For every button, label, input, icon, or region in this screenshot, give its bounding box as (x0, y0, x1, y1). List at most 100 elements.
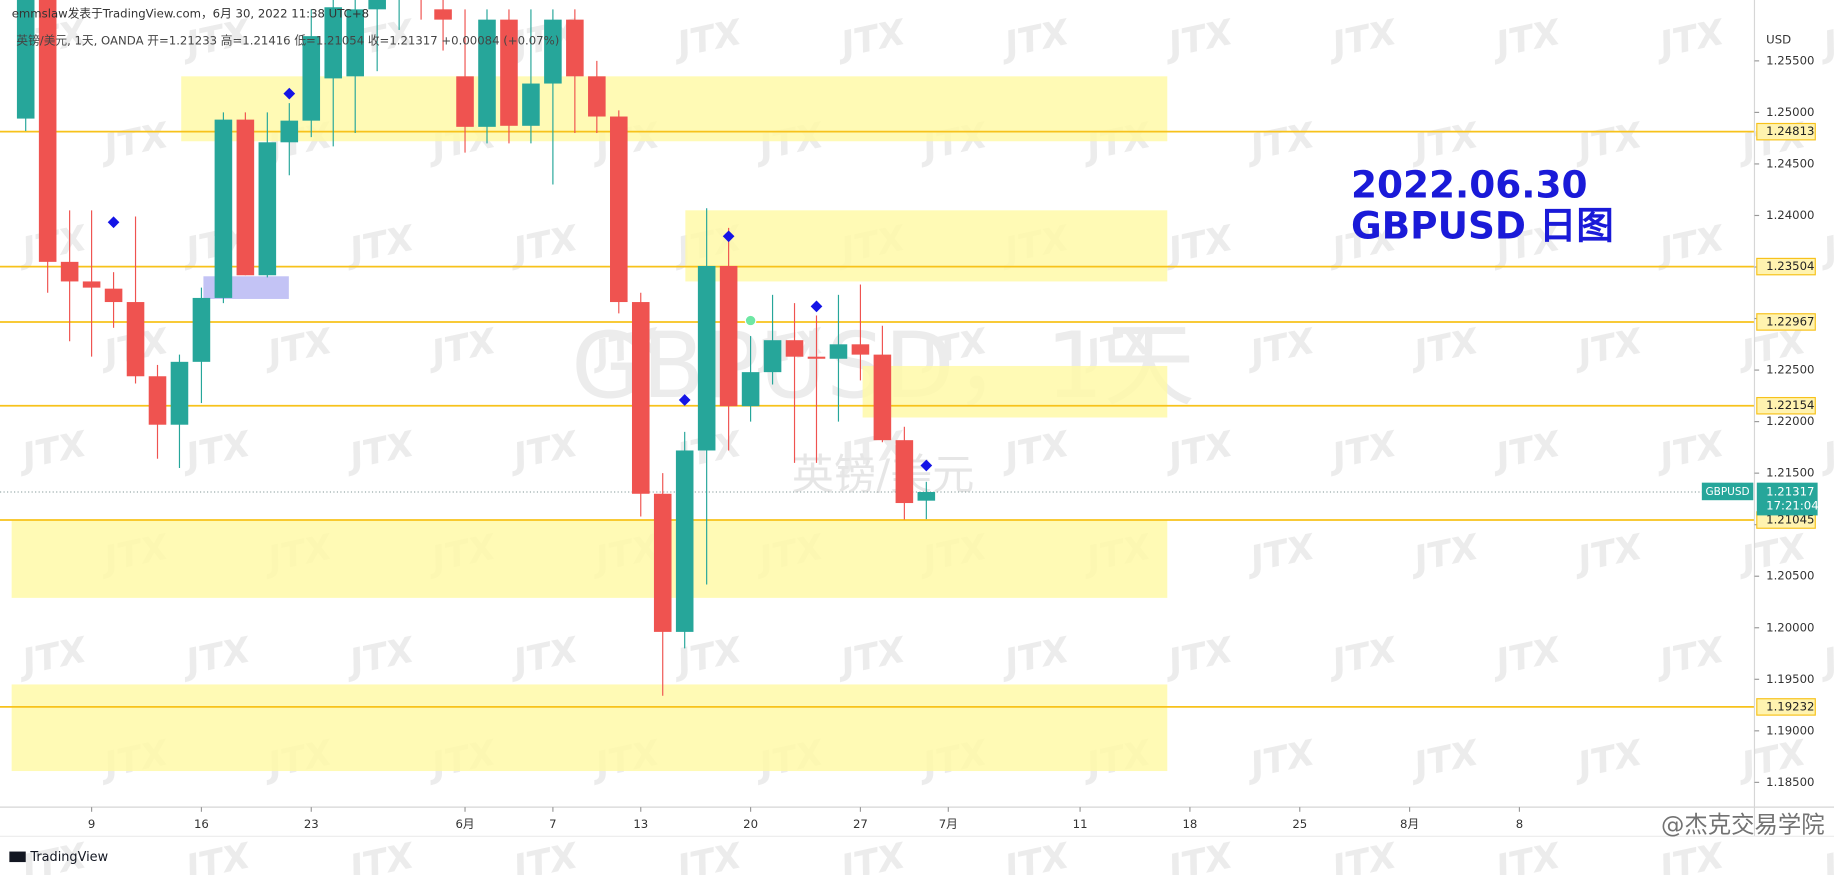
candle-body (368, 0, 386, 10)
signal-diamond (810, 300, 823, 313)
x-tick-label: 7 (549, 817, 556, 831)
candle-body (697, 265, 716, 451)
level-label-box (1756, 698, 1816, 716)
level-label: 1.24813 (1766, 124, 1814, 138)
level-label: 1.22154 (1766, 398, 1814, 412)
candle-body (741, 372, 760, 407)
candle-body (851, 344, 870, 355)
candle-body (610, 116, 628, 303)
annotation-date: 2022.06.30 (1351, 163, 1588, 207)
last-price-label: 1.21317 (1766, 485, 1814, 499)
zone (11, 519, 1168, 598)
level-label: 1.22967 (1766, 314, 1814, 328)
x-tick-label: 11 (1073, 817, 1088, 831)
x-tick-label: 9 (88, 817, 95, 831)
candle-body (917, 492, 936, 501)
candle-body (631, 302, 650, 494)
candle-body (104, 288, 123, 303)
signal-diamond (722, 230, 735, 243)
credit-watermark: @杰克交易学院 (1661, 810, 1825, 838)
candle-body (785, 340, 804, 357)
symbol-tag: GBPUSD (1705, 486, 1749, 498)
x-tick-label: 7月 (939, 817, 958, 831)
level-label: 1.19232 (1766, 699, 1814, 713)
y-tick-label: 1.22000 (1766, 414, 1814, 428)
candle-body (807, 356, 826, 359)
tradingview-logo: TradingView (9, 850, 108, 865)
level-label-box (1756, 257, 1816, 276)
candle-body (434, 9, 452, 20)
candle-body (82, 281, 101, 288)
candle-body (60, 261, 79, 282)
candle-body (456, 76, 474, 127)
currency-label: USD (1766, 32, 1791, 46)
level-label-box (1756, 313, 1816, 331)
candle-body (38, 0, 57, 262)
candle-body (324, 7, 343, 79)
candle-body (280, 120, 299, 143)
signal-diamond (920, 459, 933, 472)
y-tick-label: 1.20000 (1766, 620, 1814, 634)
y-tick-label: 1.18500 (1766, 775, 1814, 789)
x-tick-label: 13 (633, 817, 648, 831)
candle-body (500, 19, 518, 126)
candle-body (126, 302, 145, 377)
y-tick-label: 1.24000 (1766, 208, 1814, 222)
y-tick-label: 1.19500 (1766, 672, 1814, 686)
signal-dot (744, 314, 757, 327)
x-tick-label: 20 (743, 817, 758, 831)
candle-body (346, 9, 364, 77)
y-tick-label: 1.20500 (1766, 569, 1814, 583)
level-label: 1.23504 (1766, 259, 1814, 273)
zone (685, 210, 1168, 282)
x-tick-label: 18 (1182, 817, 1197, 831)
x-tick-label: 8 (1516, 817, 1523, 831)
y-tick-label: 1.21500 (1766, 466, 1814, 480)
candle-body (719, 265, 738, 407)
zone (181, 76, 1168, 142)
candle-body (148, 376, 167, 425)
brand: TradingView (29, 850, 108, 865)
axes: 1.18500 1.19000 1.19500 1.20000 1.20500 1.210… (88, 53, 1819, 831)
candle-body (302, 36, 321, 121)
candle-body (873, 354, 892, 441)
y-tick-label: 1.24500 (1766, 156, 1814, 170)
annotation-title: GBPUSD 日图 (1351, 204, 1614, 248)
countdown-label: 17:21:04 (1766, 499, 1819, 513)
zone (11, 684, 1168, 772)
level-label-box (1756, 122, 1816, 141)
plot-area (0, 0, 1755, 772)
y-tick-label: 1.22500 (1766, 363, 1814, 377)
symbol-name-watermark: 英镑/美元 (792, 450, 975, 499)
logo-icon (9, 851, 26, 863)
candle-body (16, 0, 35, 119)
candle-body (566, 19, 584, 77)
symbol-tag-box (1701, 482, 1754, 501)
x-tick-label: 8月 (1400, 817, 1419, 831)
candle-body (522, 83, 540, 126)
zone (862, 365, 1168, 418)
candle-body (544, 19, 562, 84)
last-price-box (1756, 482, 1818, 516)
candle-body (258, 142, 277, 276)
signal-diamond (107, 216, 120, 229)
symbol-legend: 英镑/美元, 1天, OANDA 开=1.21233 高=1.21416 低=1… (16, 33, 559, 47)
candle-body (214, 119, 233, 298)
x-tick-label: 23 (304, 817, 319, 831)
candle-body (895, 440, 914, 504)
x-tick-label: 16 (194, 817, 209, 831)
signal-diamond (283, 87, 296, 100)
x-tick-label: 25 (1292, 817, 1307, 831)
y-tick-label: 1.19000 (1766, 723, 1814, 737)
candle-body (675, 450, 694, 632)
x-tick-label: 27 (853, 817, 868, 831)
candle-body (170, 361, 189, 425)
y-tick-label: 1.25500 (1766, 53, 1814, 67)
candle-body (588, 76, 606, 117)
y-tick-label: 1.25000 (1766, 105, 1814, 119)
candle-body (763, 340, 782, 373)
level-label: 1.21045 (1766, 513, 1814, 527)
x-tick-label: 6月 (455, 817, 474, 831)
